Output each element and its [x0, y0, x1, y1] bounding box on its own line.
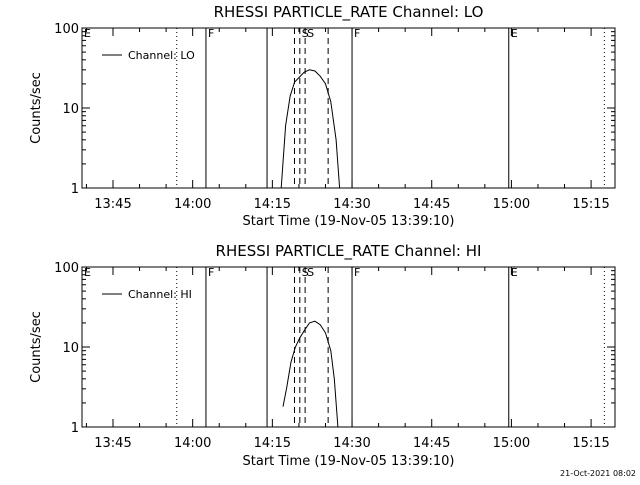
- x-axis-label: Start Time (19-Nov-05 13:39:10): [243, 214, 455, 229]
- footer-timestamp: 21-Oct-2021 08:02: [560, 469, 636, 478]
- y-tick-label: 10: [62, 341, 79, 356]
- series-line-1: [280, 69, 341, 189]
- chart-title: RHESSI PARTICLE_RATE Channel: LO: [214, 3, 484, 22]
- event-marker-label: E: [84, 27, 91, 40]
- y-tick-label: 100: [54, 22, 79, 37]
- series-line-1: [282, 320, 339, 428]
- x-tick-label: 15:15: [572, 436, 609, 451]
- x-tick-label: 14:00: [174, 436, 211, 451]
- x-tick-label: 13:45: [94, 197, 131, 212]
- event-marker-label: F: [208, 27, 214, 40]
- chart-panel-1: RHESSI PARTICLE_RATE Channel: LO 13:45 14:…: [29, 3, 616, 229]
- x-tick-label: 14:30: [333, 197, 370, 212]
- x-tick-label: 15:00: [493, 197, 530, 212]
- y-axis-label: Counts/sec: [29, 72, 44, 144]
- event-marker-label: F: [208, 266, 214, 279]
- chart-title: RHESSI PARTICLE_RATE Channel: HI: [216, 242, 482, 261]
- y-tick-label: 1: [71, 182, 79, 197]
- y-tick-label: 100: [54, 261, 79, 276]
- chart-panel-2: RHESSI PARTICLE_RATE Channel: HI 13:45 14:…: [29, 242, 616, 469]
- x-axis-label: Start Time (19-Nov-05 13:39:10): [243, 454, 455, 469]
- legend-label: Channel: HI: [128, 288, 192, 301]
- x-tick-label: 14:00: [174, 197, 211, 212]
- x-tick-label: 14:15: [254, 436, 291, 451]
- y-axis-label: Counts/sec: [29, 311, 44, 383]
- x-tick-label: 13:45: [94, 436, 131, 451]
- y-tick-label: 1: [71, 421, 79, 436]
- x-tick-label: 14:30: [333, 436, 370, 451]
- legend: Channel: LO: [102, 49, 195, 62]
- event-marker-label: F: [354, 266, 360, 279]
- event-marker-label: E: [84, 266, 91, 279]
- x-tick-label: 14:45: [413, 197, 450, 212]
- event-marker-label: E: [511, 27, 518, 40]
- y-tick-label: 10: [62, 102, 79, 117]
- event-marker-label: F: [354, 27, 360, 40]
- x-tick-label: 15:00: [493, 436, 530, 451]
- event-marker-label: S: [307, 27, 314, 40]
- event-marker-label: S: [307, 266, 314, 279]
- x-tick-label: 14:15: [254, 197, 291, 212]
- legend: Channel: HI: [102, 288, 192, 301]
- legend-label: Channel: LO: [128, 49, 195, 62]
- x-tick-label: 15:15: [572, 197, 609, 212]
- x-tick-label: 14:45: [413, 436, 450, 451]
- event-marker-label: E: [511, 266, 518, 279]
